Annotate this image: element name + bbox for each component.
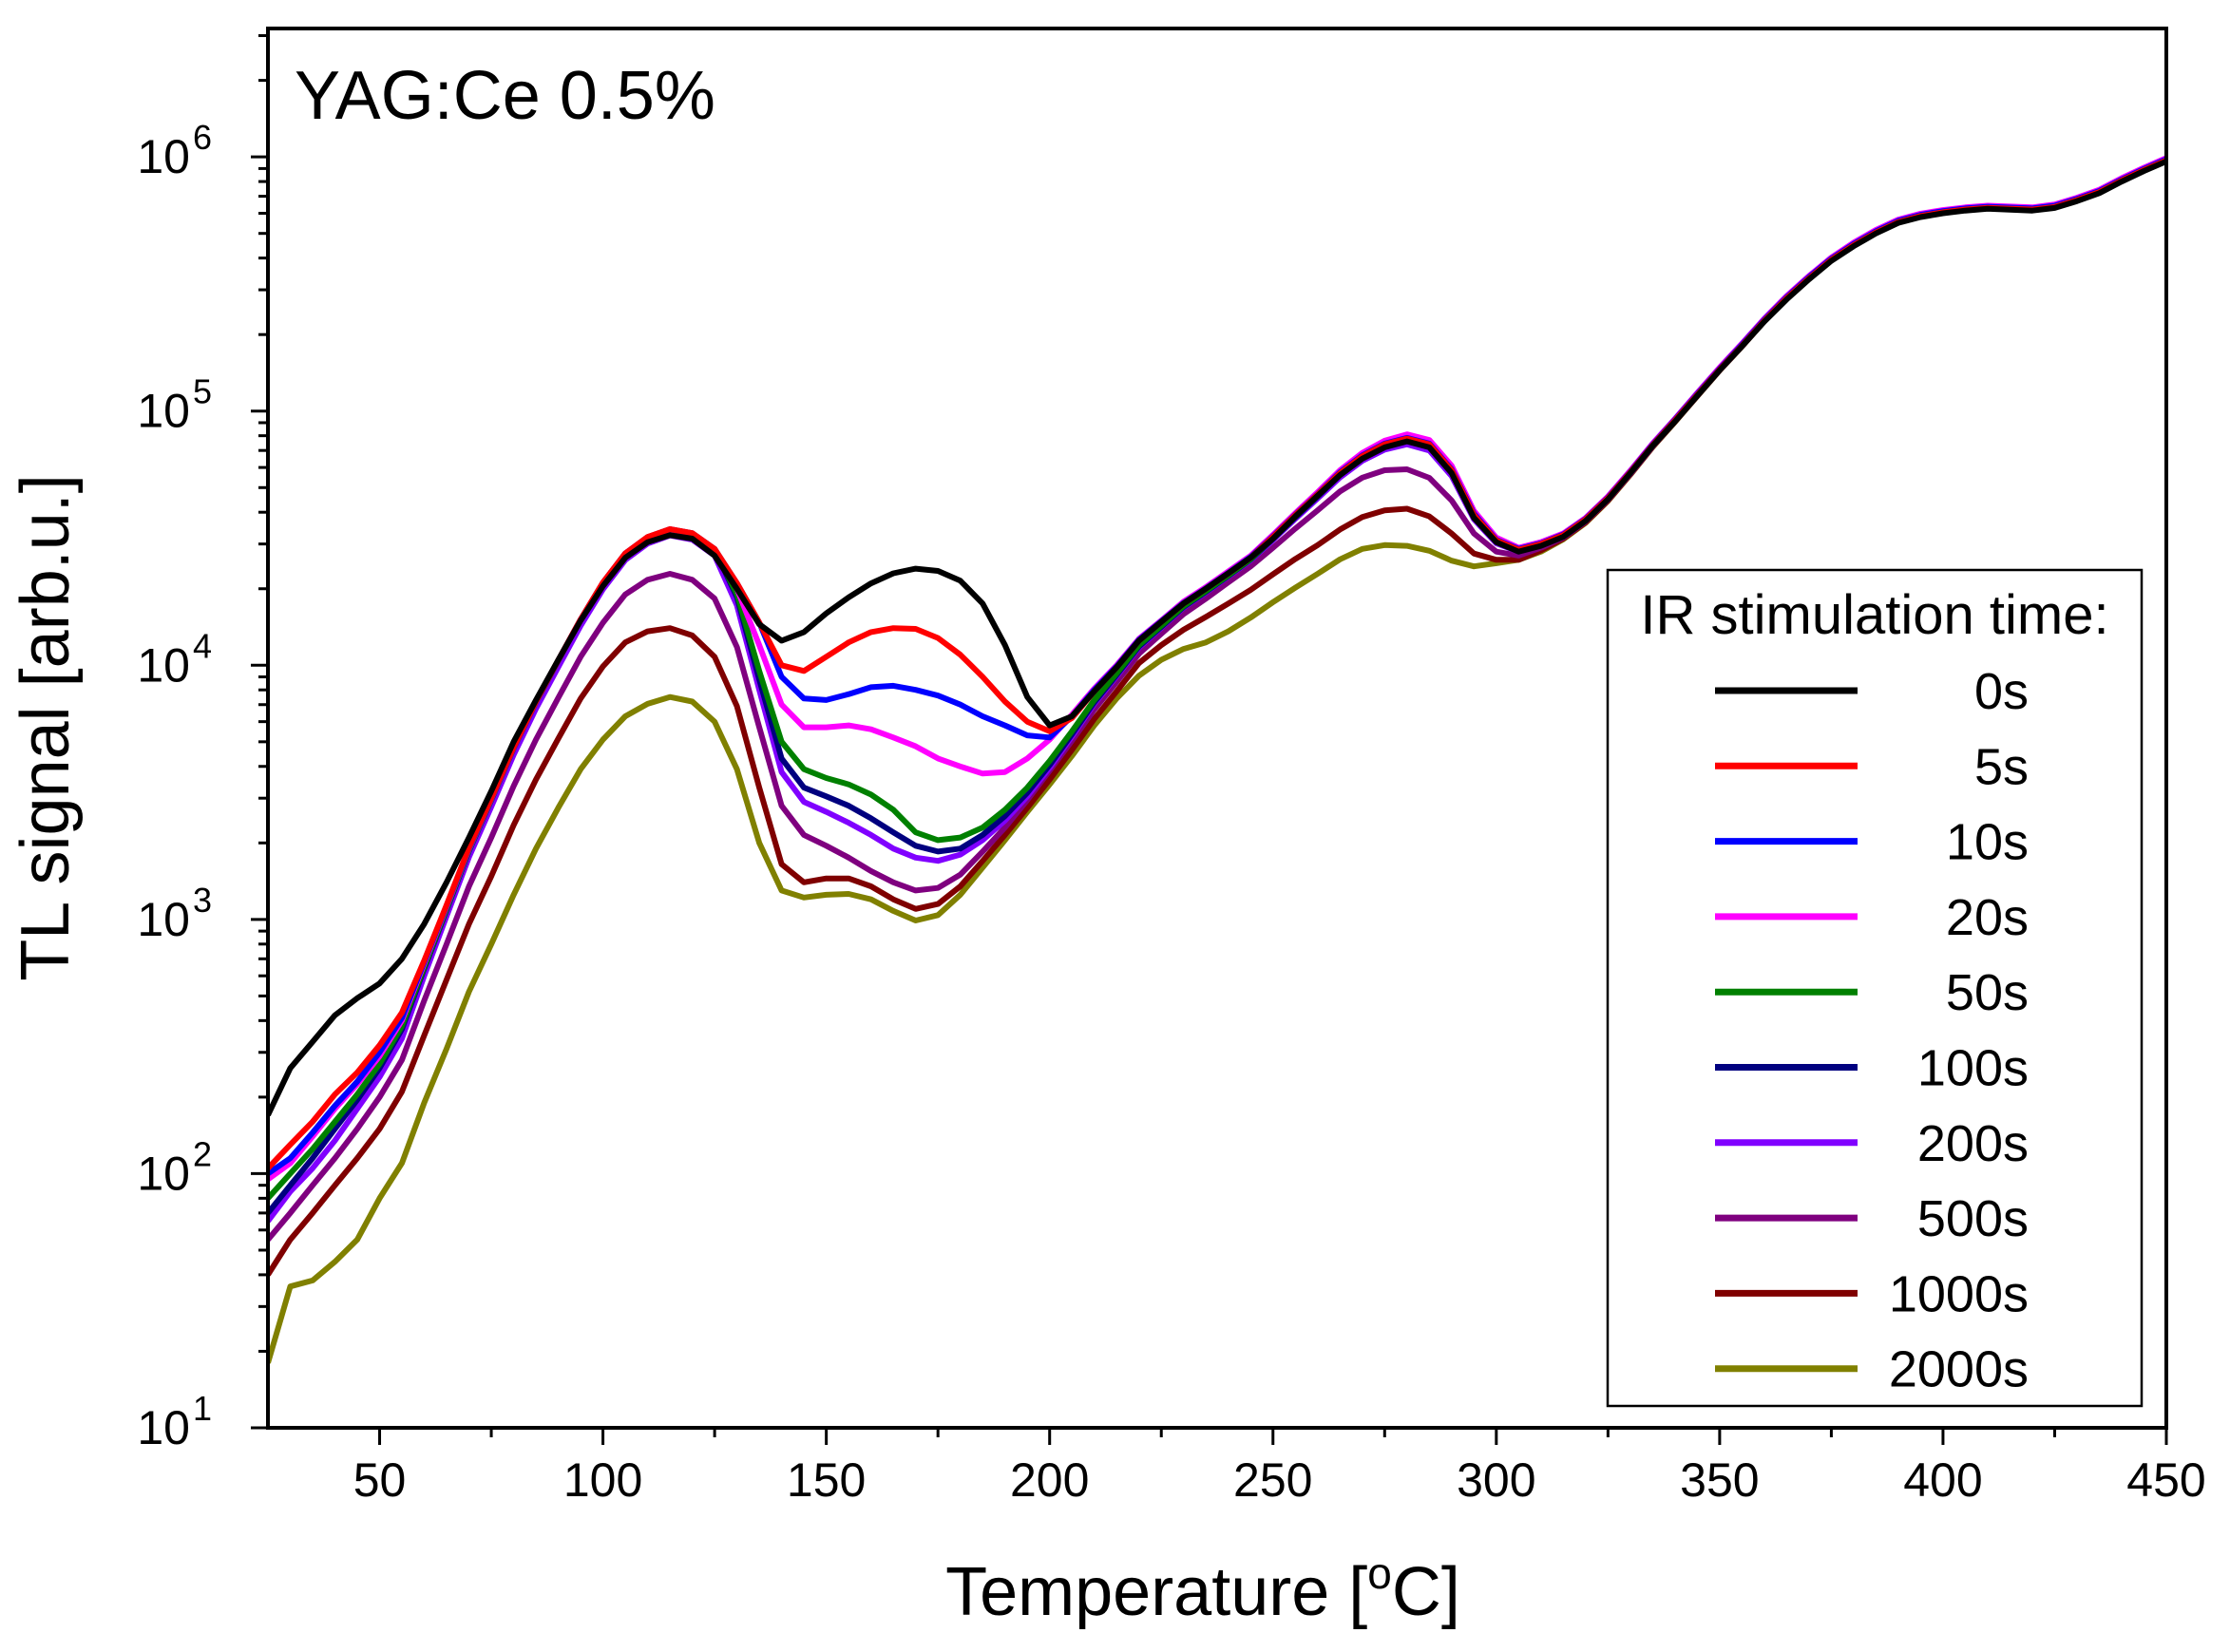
legend: IR stimulation time: 0s 5s 10s 20s 50s 100s 20… (1606, 568, 2144, 1408)
series-line-0s (268, 159, 2166, 1117)
y-tick-label: 10 (137, 893, 190, 946)
legend-label-100s: 100s (1917, 1040, 2029, 1097)
plot-frame (266, 27, 2168, 1430)
y-tick-exponent: 6 (193, 118, 212, 157)
legend-label-5s: 5s (1974, 738, 2029, 795)
x-tick-label: 50 (353, 1453, 407, 1507)
legend-label-20s: 20s (1946, 889, 2029, 946)
x-tick-label: 100 (563, 1453, 642, 1507)
y-tick-label: 10 (137, 385, 190, 438)
x-tick-label: 200 (1010, 1453, 1089, 1507)
chart-annotation: YAG:Ce 0.5% (295, 58, 715, 134)
legend-label-0s: 0s (1974, 663, 2029, 720)
y-tick-exponent: 4 (193, 626, 212, 665)
x-tick-label: 400 (1903, 1453, 1982, 1507)
legend-label-50s: 50s (1946, 964, 2029, 1021)
y-tick-exponent: 3 (193, 881, 212, 920)
y-tick-label: 10 (137, 1401, 190, 1454)
x-tick-label: 350 (1680, 1453, 1759, 1507)
x-tick-label: 150 (787, 1453, 866, 1507)
series-layer (268, 155, 2166, 1364)
y-tick-exponent: 5 (193, 372, 212, 411)
y-tick-exponent: 1 (193, 1389, 212, 1428)
x-tick-label: 250 (1233, 1453, 1312, 1507)
legend-label-1000s: 1000s (1889, 1265, 2029, 1322)
x-axis: 50 100 150 200 250 300 350 400 450 (353, 1428, 2206, 1507)
legend-label-200s: 200s (1917, 1115, 2029, 1172)
x-tick-label: 450 (2126, 1453, 2205, 1507)
legend-label-10s: 10s (1946, 814, 2029, 871)
y-tick-exponent: 2 (193, 1134, 212, 1173)
y-tick-label: 10 (137, 638, 190, 692)
y-axis-label: TL signal [arb.u.] (8, 474, 84, 981)
y-tick-label: 10 (137, 130, 190, 183)
legend-title: IR stimulation time: (1640, 584, 2108, 646)
legend-label-500s: 500s (1917, 1190, 2029, 1247)
legend-box (1606, 568, 2144, 1408)
x-tick-label: 300 (1457, 1453, 1535, 1507)
x-axis-label: Temperature [oC] (945, 1548, 1460, 1630)
y-tick-label: 10 (137, 1147, 190, 1200)
legend-label-2000s: 2000s (1889, 1341, 2029, 1398)
